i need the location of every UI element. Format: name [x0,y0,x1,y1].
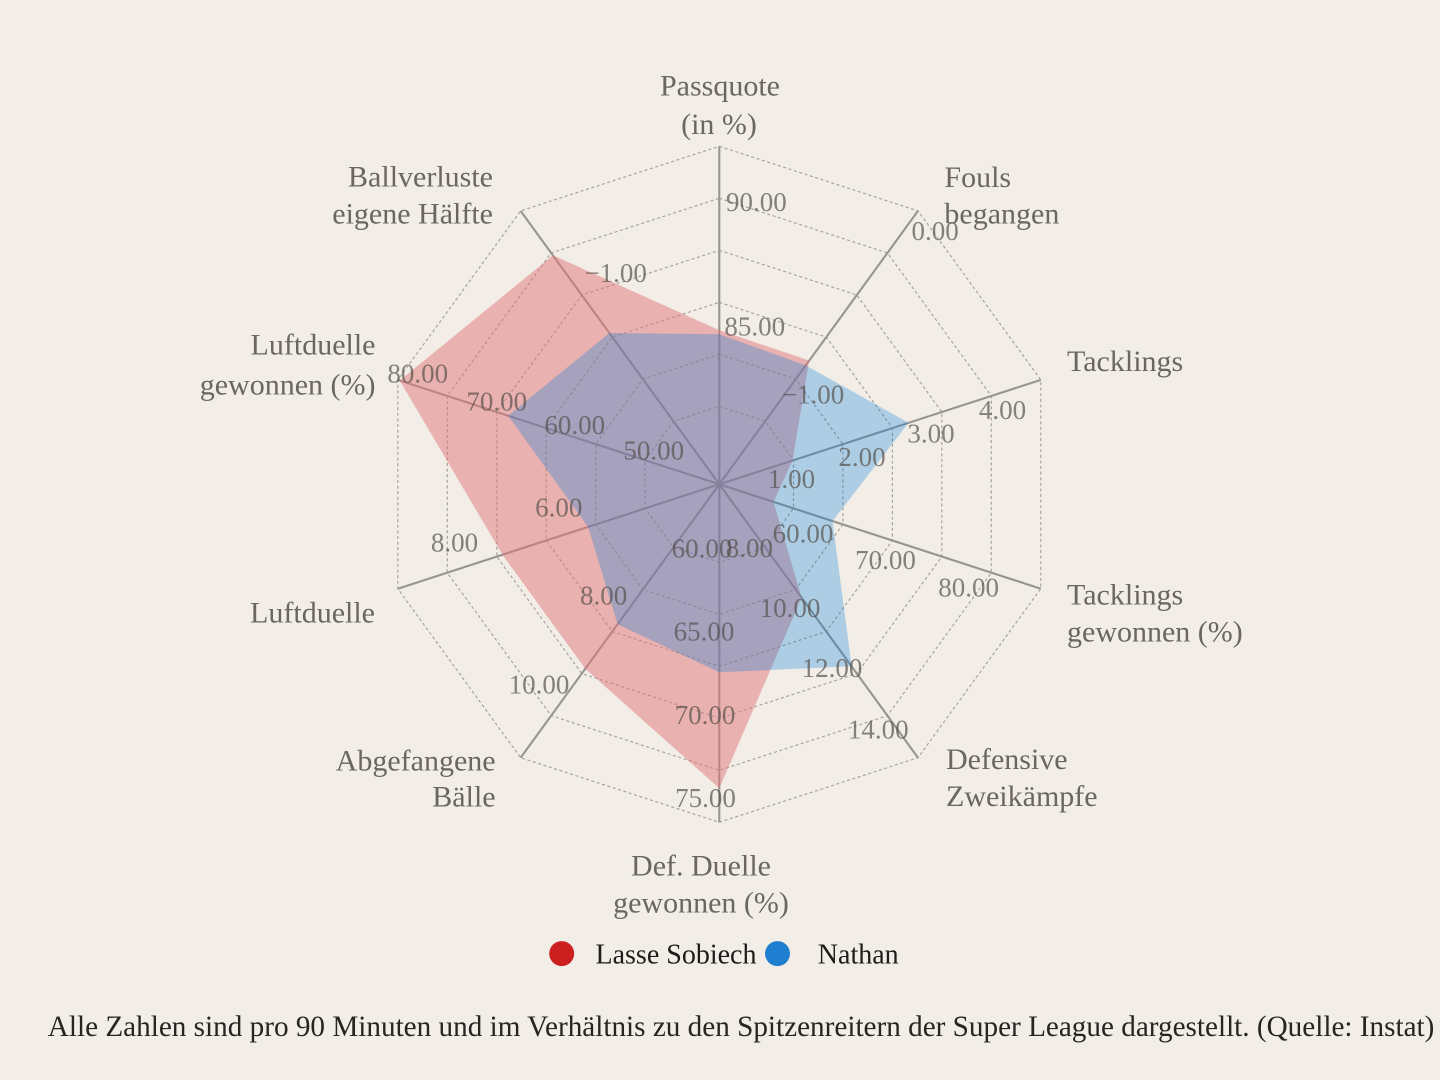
svg-text:Fouls: Fouls [944,161,1011,194]
svg-text:(in %): (in %) [681,108,757,141]
svg-text:50.00: 50.00 [623,436,684,466]
svg-text:75.00: 75.00 [675,783,736,813]
svg-text:60.00: 60.00 [773,519,834,549]
svg-text:10.00: 10.00 [760,593,821,623]
svg-text:Def. Duelle: Def. Duelle [631,850,771,883]
svg-text:8.00: 8.00 [726,533,773,563]
svg-text:70.00: 70.00 [855,545,916,575]
svg-text:80.00: 80.00 [387,359,448,389]
svg-text:70.00: 70.00 [466,387,527,417]
svg-text:Zweikämpfe: Zweikämpfe [946,780,1098,813]
svg-text:8.00: 8.00 [431,528,478,558]
svg-text:0.00: 0.00 [911,216,958,246]
svg-text:60.00: 60.00 [672,534,733,564]
svg-text:Alle Zahlen sind pro 90 Minute: Alle Zahlen sind pro 90 Minuten und im V… [48,1011,1435,1043]
svg-text:begangen: begangen [944,198,1059,231]
svg-text:3.00: 3.00 [907,419,954,449]
svg-text:1.00: 1.00 [768,464,815,494]
svg-text:Ballverluste: Ballverluste [348,161,493,194]
svg-text:Nathan: Nathan [818,940,899,971]
svg-text:85.00: 85.00 [724,312,785,342]
svg-text:−1.00: −1.00 [782,380,844,410]
svg-text:6.00: 6.00 [535,493,582,523]
svg-text:Defensive: Defensive [946,743,1068,776]
svg-text:12.00: 12.00 [802,653,863,683]
svg-text:eigene Hälfte: eigene Hälfte [332,198,493,231]
svg-text:2.00: 2.00 [838,442,885,472]
svg-text:gewonnen (%): gewonnen (%) [613,887,789,920]
svg-text:Abgefangene: Abgefangene [336,745,496,778]
svg-text:4.00: 4.00 [979,395,1026,425]
svg-text:Tacklings: Tacklings [1067,345,1183,378]
svg-text:Luftduelle: Luftduelle [251,329,376,362]
svg-text:80.00: 80.00 [938,573,999,603]
svg-text:8.00: 8.00 [580,581,627,611]
svg-text:gewonnen (%): gewonnen (%) [200,369,376,402]
svg-text:10.00: 10.00 [509,670,570,700]
svg-text:Lasse Sobiech: Lasse Sobiech [596,940,757,971]
svg-text:70.00: 70.00 [675,700,736,730]
svg-text:Bälle: Bälle [432,781,495,814]
svg-text:Luftduelle: Luftduelle [250,597,375,630]
svg-text:gewonnen (%): gewonnen (%) [1067,616,1243,649]
svg-text:−1.00: −1.00 [584,258,646,288]
svg-text:14.00: 14.00 [848,715,909,745]
svg-text:Tacklings: Tacklings [1067,579,1183,612]
svg-text:90.00: 90.00 [726,187,787,217]
svg-text:60.00: 60.00 [544,410,605,440]
svg-text:65.00: 65.00 [674,617,735,647]
svg-text:Passquote: Passquote [660,70,780,103]
